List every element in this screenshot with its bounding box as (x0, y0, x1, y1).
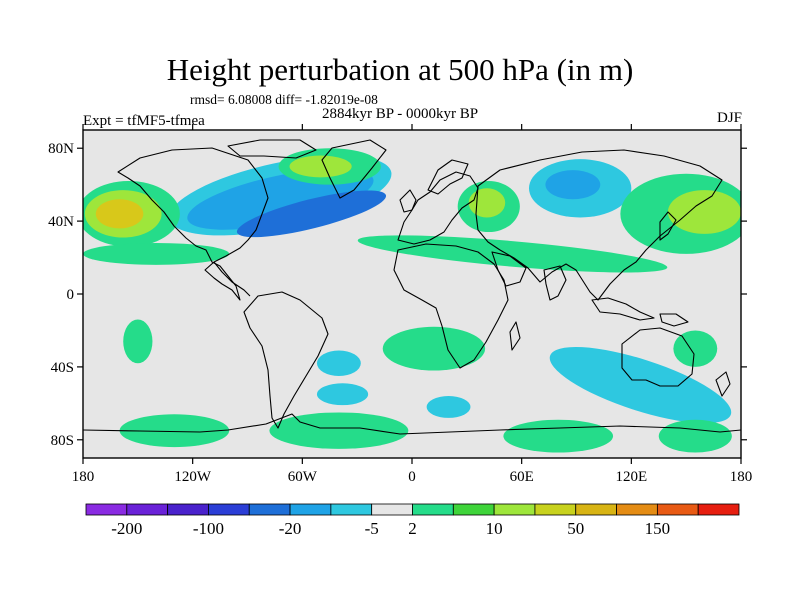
new-guinea-coast (659, 313, 689, 327)
colorbar-label: 2 (408, 519, 417, 538)
anomaly-antarctic-high-west (119, 414, 230, 448)
anomaly-sw-pacific-high (673, 330, 718, 367)
coastlines (83, 139, 741, 435)
madagascar-coast (509, 321, 521, 351)
anomaly-s-america-low (316, 350, 361, 376)
anomaly-n-pacific-high-inner (95, 199, 144, 229)
anomaly-s-pacific-high (123, 319, 153, 364)
anomaly-east-asia-high-inner (667, 190, 741, 234)
plot-title: Height perturbation at 500 hPa (in m) (166, 52, 634, 87)
colorbar-box (656, 503, 699, 516)
colorbar-box (330, 503, 373, 516)
colorbar-box (208, 503, 250, 516)
lon-tick-label: 60W (288, 469, 318, 485)
anomaly-s-atlantic-low (316, 383, 369, 406)
colorbar-label: -5 (365, 519, 379, 538)
colorbar-box (534, 503, 577, 516)
lon-tick-label: 60E (510, 469, 534, 485)
anomaly-indian-ocean-low (549, 347, 732, 424)
anomaly-s-atlantic-high (382, 326, 486, 371)
colorbar-label: 10 (486, 519, 503, 538)
stats-subtitle: rmsd= 6.08008 diff= -1.82019e-08 (190, 92, 378, 107)
indonesia-coast (591, 297, 655, 321)
south-america-coast (243, 291, 329, 429)
new-zealand-coast (715, 371, 731, 397)
africa-coast (393, 243, 509, 369)
colorbar-box (167, 503, 209, 516)
arctic-islands-coast (227, 139, 317, 159)
season-subtitle: DJF (716, 110, 742, 126)
india-coast (543, 265, 567, 301)
colorbar-box (126, 503, 169, 516)
lon-tick-label: 180 (72, 469, 95, 485)
anomaly-n-atlantic-low-inner (236, 190, 387, 238)
colorbar-label: 50 (567, 519, 584, 538)
colorbar-box (412, 503, 454, 516)
colorbar-box (493, 503, 536, 516)
north-america-coast (117, 147, 269, 301)
lon-tick-label: 180 (730, 469, 753, 485)
colorbar-box (85, 503, 128, 516)
central-america-coast (213, 261, 251, 297)
antarctica-coast (83, 413, 741, 435)
period-subtitle: 2884kyr BP - 0000kyr BP (322, 106, 479, 122)
colorbar-label: -200 (111, 519, 142, 538)
anomaly-antarctic-high-central (269, 412, 409, 449)
colorbar-label: 150 (645, 519, 671, 538)
lat-tick-label: 80S (51, 433, 74, 449)
latitude-axis: 80N 40N 0 40S 80S (48, 141, 747, 449)
anomaly-siberia-low-inner (545, 170, 601, 200)
anomaly-europe-high-inner (468, 188, 506, 218)
europe-coast (397, 171, 479, 245)
longitude-axis: 180 120W 60W 0 60E 120E 180 (72, 124, 753, 485)
lat-tick-label: 40S (51, 360, 74, 376)
lat-tick-label: 0 (67, 287, 75, 303)
british-isles-coast (399, 189, 417, 213)
colorbar-label: -20 (279, 519, 302, 538)
lon-tick-label: 120W (174, 469, 212, 485)
colorbar-box (248, 503, 291, 516)
colorbar-box (616, 503, 658, 516)
arabia-coast (491, 251, 527, 287)
colorbar-box (697, 503, 740, 516)
anomaly-antarctic-high-east (503, 419, 614, 453)
japan-coast (659, 211, 677, 241)
lat-tick-label: 80N (48, 141, 74, 157)
lat-tick-label: 40N (48, 214, 74, 230)
experiment-subtitle: Expt = tfMF5-tfmea (83, 113, 205, 129)
anomaly-field (83, 148, 741, 453)
colorbar-box (575, 503, 617, 516)
colorbar-box (289, 503, 332, 516)
australia-coast (621, 327, 695, 387)
colorbar-box (452, 503, 495, 516)
anomaly-tropical-pacific-band (83, 242, 230, 265)
colorbar-label: -100 (193, 519, 224, 538)
lon-tick-label: 0 (408, 469, 416, 485)
colorbar-box (371, 503, 413, 516)
colorbar-labels: -200 -100 -20 -5 2 10 50 150 (111, 519, 670, 538)
anomaly-antarctic-low (426, 396, 471, 418)
anomaly-greenland-high-inner (289, 155, 352, 178)
colorbar (85, 503, 740, 516)
scandinavia-coast (427, 159, 469, 195)
greenland-coast (321, 139, 387, 199)
lon-tick-label: 120E (615, 469, 647, 485)
anomaly-antarctic-high-far-east (658, 419, 732, 453)
